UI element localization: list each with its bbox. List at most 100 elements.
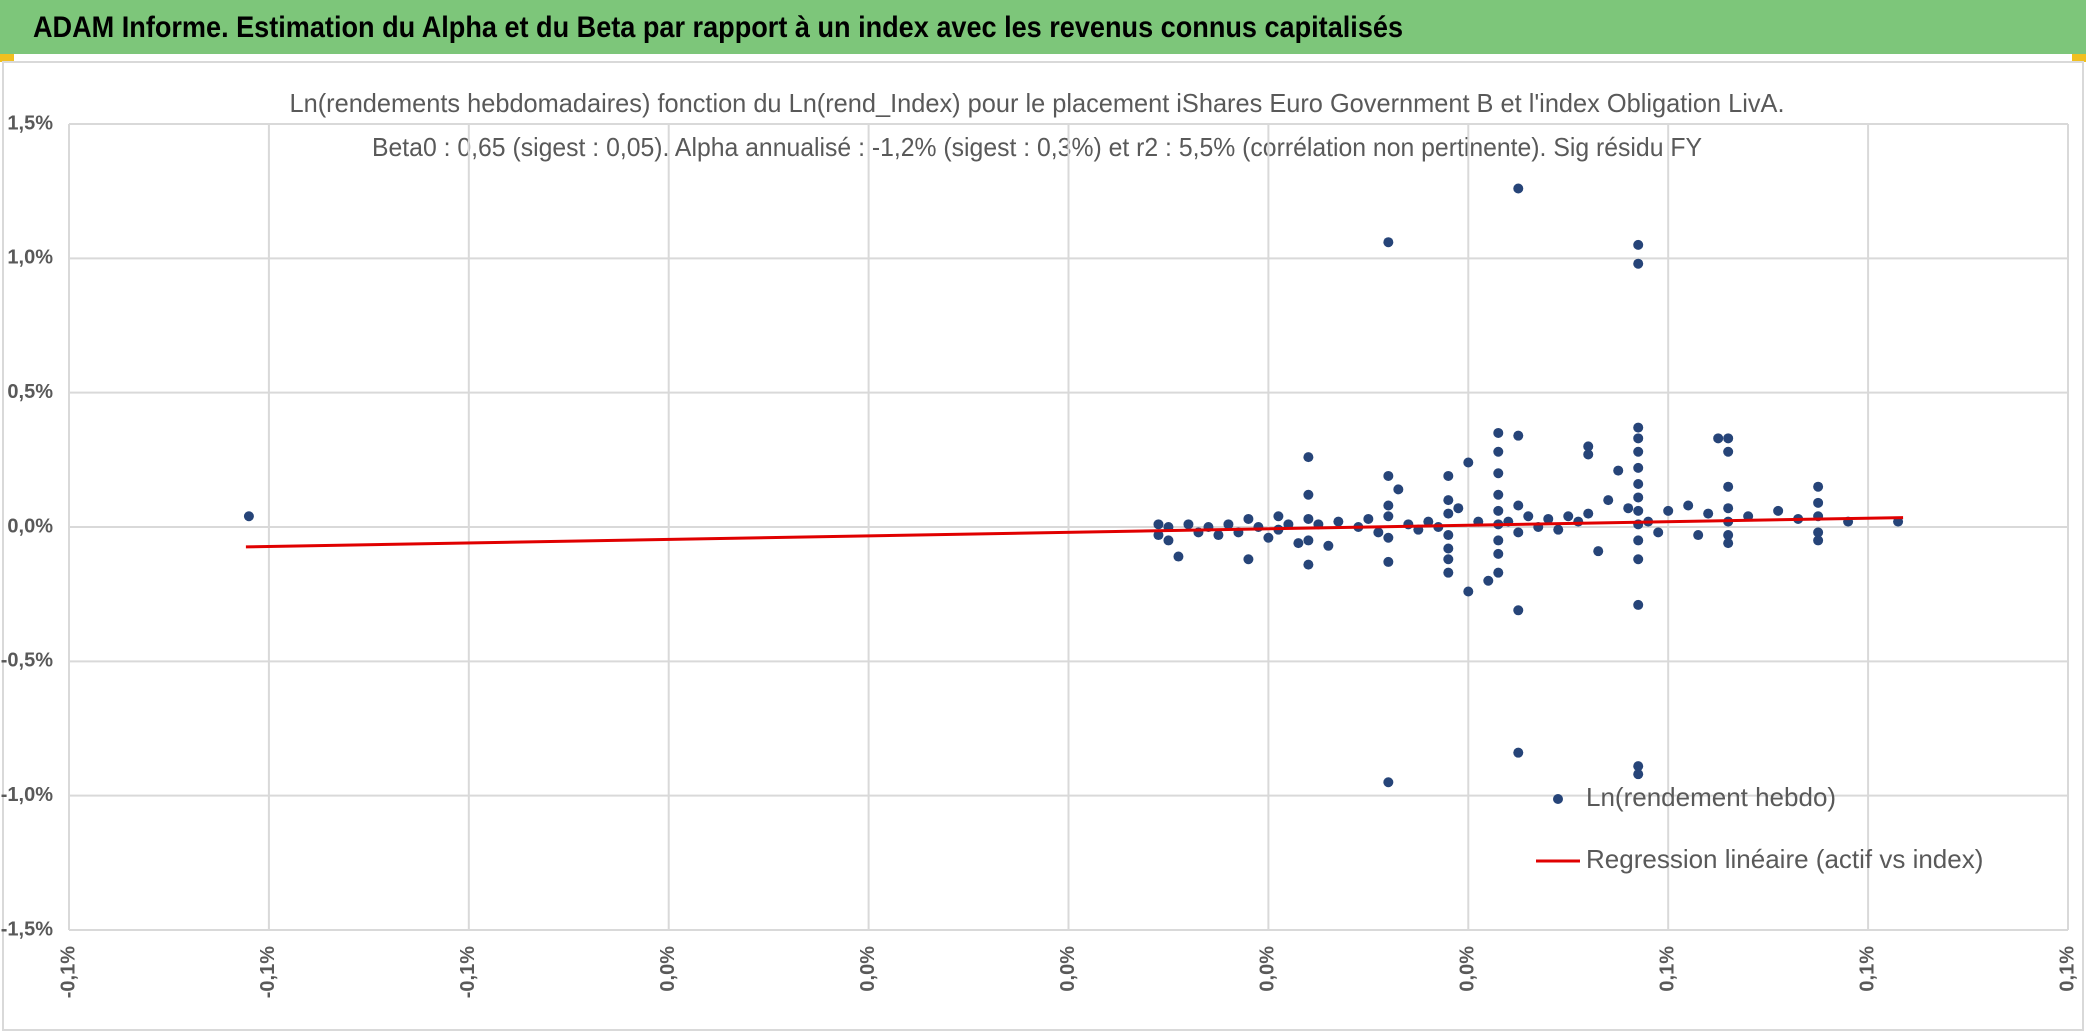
data-point — [1463, 586, 1474, 597]
x-tick-label: 0,1% — [1656, 946, 1678, 992]
y-tick-label: -0,5% — [1, 650, 53, 672]
y-tick-label: 0,0% — [7, 515, 53, 537]
data-point — [1323, 540, 1334, 551]
y-tick-label: -1,0% — [1, 784, 53, 806]
x-tick-label: -0,1% — [57, 946, 79, 998]
data-point — [1223, 519, 1234, 530]
corner-marker — [2072, 54, 2086, 62]
data-point — [1383, 237, 1394, 248]
data-point — [1383, 532, 1394, 543]
data-point — [1423, 516, 1434, 527]
data-point — [1443, 470, 1454, 481]
data-point — [243, 511, 254, 522]
data-point — [1363, 513, 1374, 524]
data-point — [1493, 468, 1504, 479]
x-tick-label: 0,1% — [1856, 946, 1878, 992]
data-point — [1263, 532, 1274, 543]
data-point — [1583, 508, 1594, 519]
data-point — [1583, 441, 1594, 452]
data-point — [1513, 747, 1524, 758]
data-point — [1813, 481, 1824, 492]
data-point — [1633, 554, 1644, 565]
data-point — [1243, 554, 1254, 565]
data-point — [1633, 479, 1644, 490]
corner-marker — [0, 54, 14, 62]
data-point — [1693, 530, 1704, 541]
data-point — [1773, 505, 1784, 516]
data-point — [1623, 503, 1634, 514]
data-point — [1303, 535, 1314, 546]
data-point — [1243, 513, 1254, 524]
data-point — [1383, 500, 1394, 511]
data-point — [1603, 495, 1614, 506]
data-point — [1493, 548, 1504, 559]
data-point — [1493, 567, 1504, 578]
data-point — [1633, 761, 1644, 772]
data-point — [1663, 505, 1674, 516]
data-point — [1513, 430, 1524, 441]
data-point — [1493, 505, 1504, 516]
data-point — [1443, 508, 1454, 519]
data-point — [1303, 513, 1314, 524]
data-point — [1493, 427, 1504, 438]
data-point — [1493, 535, 1504, 546]
data-point — [1443, 543, 1454, 554]
data-point — [1383, 777, 1394, 788]
data-point — [1383, 556, 1394, 567]
data-point — [1633, 492, 1644, 503]
data-point — [1513, 527, 1524, 538]
data-point — [1493, 446, 1504, 457]
data-point — [1723, 538, 1734, 549]
x-tick-label: -0,1% — [257, 946, 279, 998]
x-tick-label: 0,0% — [1457, 946, 1479, 992]
data-point — [1633, 433, 1644, 444]
regression-line — [245, 516, 1904, 549]
data-point — [1303, 452, 1314, 463]
data-point — [1163, 535, 1174, 546]
data-point — [1723, 481, 1734, 492]
data-point — [1513, 605, 1524, 616]
data-point — [1543, 513, 1554, 524]
x-tick-label: -0,1% — [457, 946, 479, 998]
data-point — [1633, 422, 1644, 433]
data-point — [1373, 527, 1384, 538]
data-point — [1213, 530, 1224, 541]
data-point — [1153, 530, 1164, 541]
data-point — [1383, 511, 1394, 522]
data-point — [1563, 511, 1574, 522]
data-point — [1303, 489, 1314, 500]
data-point — [1723, 503, 1734, 514]
data-point — [1633, 258, 1644, 269]
data-point — [1723, 433, 1734, 444]
legend-label: Regression linéaire (actif vs index) — [1586, 844, 1983, 874]
header-bar — [0, 0, 2086, 54]
data-point — [1393, 484, 1404, 495]
data-point — [1633, 769, 1644, 780]
data-point — [1713, 433, 1724, 444]
x-tick-label: 0,0% — [1057, 946, 1079, 992]
data-point — [1723, 530, 1734, 541]
chart-subtitle: Beta0 : 0,65 (sigest : 0,05). Alpha annu… — [372, 132, 1702, 162]
data-point — [1513, 500, 1524, 511]
data-point — [1613, 465, 1624, 476]
y-tick-label: 0,5% — [7, 381, 53, 403]
data-point — [1633, 535, 1644, 546]
data-point — [1273, 511, 1284, 522]
legend-label: Ln(rendement hebdo) — [1586, 782, 1836, 812]
data-point — [1743, 511, 1754, 522]
y-tick-label: 1,0% — [7, 247, 53, 269]
data-point — [1483, 575, 1494, 586]
data-point — [1383, 470, 1394, 481]
data-point — [1813, 527, 1824, 538]
data-point — [1293, 538, 1304, 549]
data-point — [1303, 559, 1314, 570]
data-point — [1653, 527, 1664, 538]
data-point — [1573, 516, 1584, 527]
data-point — [1453, 503, 1464, 514]
data-point — [1493, 489, 1504, 500]
legend-swatch — [1553, 794, 1563, 804]
data-point — [1633, 599, 1644, 610]
chart-title: Ln(rendements hebdomadaires) fonction du… — [290, 88, 1785, 118]
data-point — [1523, 511, 1534, 522]
